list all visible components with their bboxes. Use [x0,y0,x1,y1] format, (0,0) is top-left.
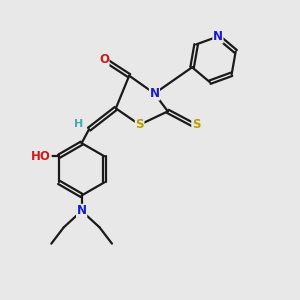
Text: O: O [99,53,109,66]
Text: S: S [135,118,144,131]
Text: HO: HO [31,150,51,163]
Text: N: N [213,30,223,43]
Text: N: N [76,204,87,218]
Text: H: H [74,119,83,129]
Text: S: S [192,118,200,131]
Text: N: N [149,87,160,100]
